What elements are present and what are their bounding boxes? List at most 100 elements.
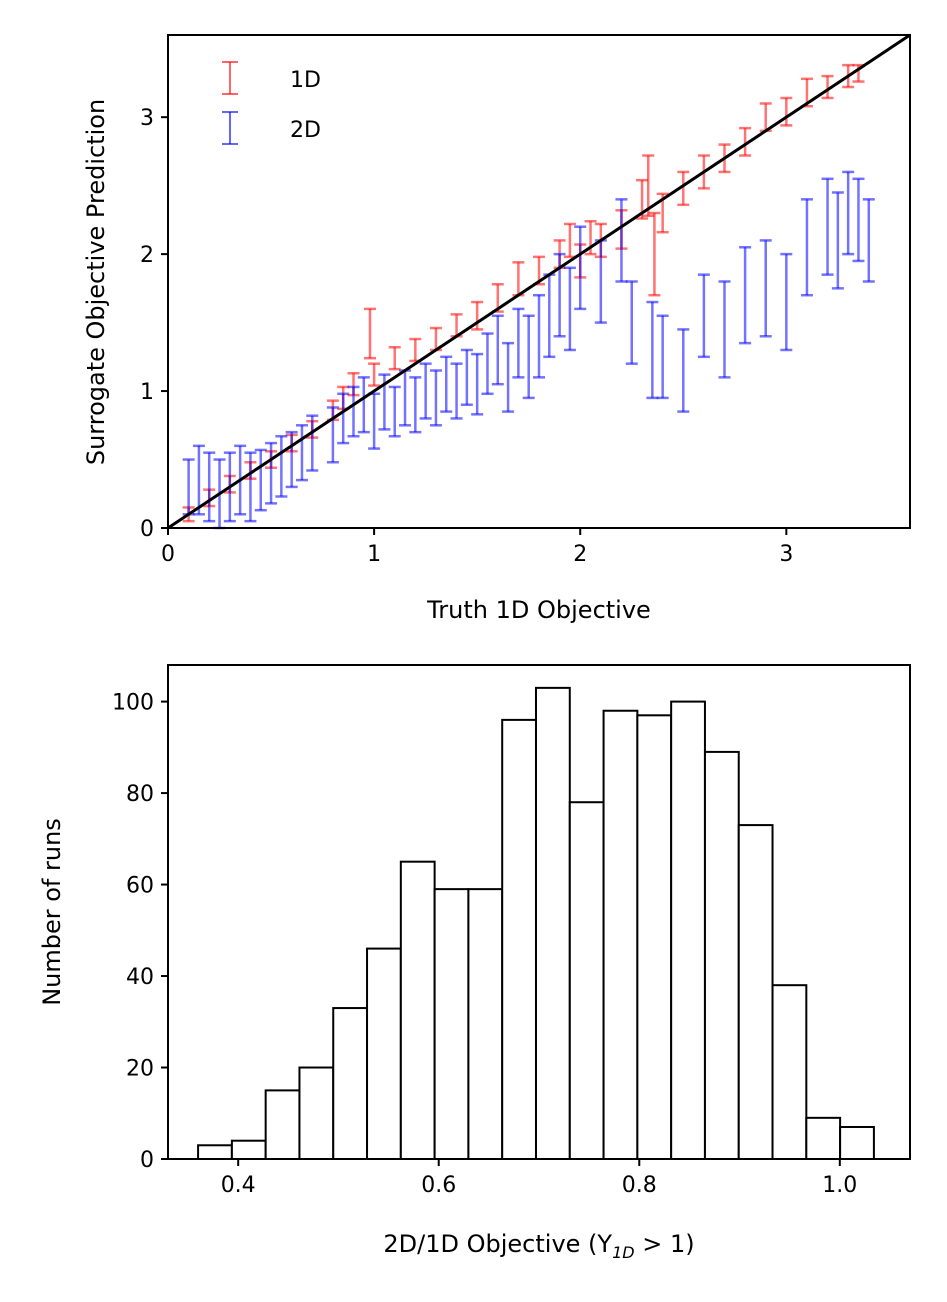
bottom-x-tick-label: 1.0 [822, 1173, 857, 1198]
histogram-bar-8 [467, 888, 504, 1160]
top-x-tick-label: 3 [779, 542, 793, 567]
error-bar-2d-46 [739, 246, 752, 345]
error-bar-2d-16 [357, 376, 370, 434]
error-bar-2d-41 [646, 300, 659, 400]
error-bar-1d-27 [642, 154, 655, 218]
top-y-tick-label: 2 [140, 243, 154, 268]
error-bar-2d-30 [502, 341, 515, 413]
error-bar-2d-45 [718, 280, 731, 379]
error-bar-2d-31 [512, 307, 525, 379]
histogram-bar-15 [703, 750, 740, 1160]
error-bar-2d-11 [295, 424, 308, 482]
bottom-y-ticks: 0 20 40 60 80 100 [112, 691, 168, 1173]
bottom-y-tick-label: 0 [140, 1148, 154, 1173]
error-bar-2d-29 [491, 314, 504, 386]
error-bar-2d-37 [574, 225, 587, 311]
error-bar-2d-52 [842, 170, 855, 256]
top-error-bars [182, 63, 875, 530]
top-x-tick-label: 1 [367, 542, 381, 567]
histogram-bar-3 [298, 1066, 335, 1161]
top-x-tick-label: 0 [161, 542, 175, 567]
error-bar-2d-1 [192, 444, 205, 516]
error-bar-2d-26 [460, 348, 473, 406]
error-bar-2d-47 [759, 239, 772, 338]
error-bar-2d-23 [429, 369, 442, 427]
error-bar-2d-50 [821, 177, 834, 276]
error-bar-2d-9 [275, 434, 288, 498]
error-bar-2d-39 [615, 198, 628, 283]
error-bar-2d-21 [409, 376, 422, 434]
error-bar-2d-44 [697, 273, 710, 359]
error-bar-2d-20 [399, 369, 412, 427]
error-bar-2d-27 [471, 352, 484, 416]
error-bar-2d-38 [594, 239, 607, 324]
error-bar-2d-12 [306, 414, 319, 472]
error-bar-1d-35 [780, 96, 793, 127]
histogram-bars [197, 686, 875, 1161]
error-bar-2d-25 [450, 362, 463, 420]
histogram-bar-13 [636, 714, 673, 1160]
histogram-bar-16 [737, 824, 774, 1160]
error-bar-2d-0 [182, 458, 195, 516]
bottom-histogram-chart: 0.4 0.6 0.8 1.0 0 20 40 60 80 100 2D/1D Objectiv… [38, 664, 911, 1262]
legend-marker-1d [222, 61, 238, 95]
error-bar-2d-24 [440, 355, 453, 413]
bottom-plot-frame [167, 664, 911, 1160]
top-y-tick-label: 1 [140, 380, 154, 405]
error-bar-2d-48 [780, 252, 793, 352]
histogram-bar-9 [501, 718, 537, 1161]
error-bar-1d-13 [409, 337, 422, 363]
histogram-bar-18 [805, 1116, 842, 1161]
error-bar-2d-14 [337, 392, 350, 445]
error-bar-1d-28 [648, 211, 661, 297]
top-x-tick-label: 2 [573, 542, 587, 567]
bottom-x-tick-label: 0.6 [421, 1173, 456, 1198]
legend: 1D 2D [222, 61, 321, 145]
bottom-x-axis-label-main: 2D/1D Objective (Y [383, 1230, 612, 1258]
error-bar-1d-11 [368, 362, 381, 387]
error-bar-1d-21 [563, 222, 576, 259]
legend-label-2d: 2D [290, 118, 321, 143]
error-bar-2d-8 [265, 441, 278, 505]
histogram-bar-10 [534, 686, 571, 1160]
histogram-bar-1 [230, 1139, 267, 1161]
error-bar-2d-2 [203, 451, 216, 523]
histogram-bar-19 [839, 1125, 875, 1160]
error-bar-2d-22 [419, 362, 432, 420]
histogram-bar-5 [366, 947, 402, 1160]
error-bar-2d-42 [656, 314, 669, 400]
error-bar-1d-30 [677, 170, 690, 207]
histogram-bar-2 [264, 1089, 301, 1161]
error-bar-2d-53 [852, 177, 865, 263]
error-bar-2d-51 [831, 191, 844, 290]
error-bar-2d-36 [563, 266, 576, 352]
histogram-bar-7 [433, 888, 470, 1160]
top-scatter-chart: 0 1 2 3 0 1 2 3 Truth 1D Objective Surrogate O… [82, 33, 911, 624]
identity-line [167, 33, 911, 530]
top-y-ticks: 0 1 2 3 [140, 106, 168, 542]
histogram-bar-11 [568, 801, 605, 1160]
error-bar-2d-49 [800, 198, 813, 297]
error-bar-2d-17 [368, 392, 381, 450]
histogram-bar-14 [670, 700, 706, 1160]
top-y-axis-label: Surrogate Objective Prediction [82, 99, 110, 465]
error-bar-2d-10 [285, 430, 298, 489]
error-bar-2d-6 [244, 451, 257, 523]
error-bar-2d-7 [254, 448, 267, 512]
error-bar-1d-33 [739, 126, 752, 157]
bottom-y-tick-label: 40 [126, 965, 154, 990]
histogram-bar-6 [399, 860, 436, 1160]
error-bar-1d-16 [471, 300, 484, 331]
bottom-y-axis-label: Number of runs [38, 818, 66, 1006]
bottom-y-tick-label: 80 [126, 782, 154, 807]
error-bar-2d-28 [481, 332, 494, 396]
bottom-x-ticks: 0.4 0.6 0.8 1.0 [221, 1159, 857, 1198]
top-y-tick-label: 3 [140, 106, 154, 131]
error-bar-2d-19 [388, 385, 401, 438]
histogram-bar-0 [197, 1144, 233, 1161]
top-x-axis-label: Truth 1D Objective [426, 596, 651, 624]
bottom-x-tick-label: 0.4 [221, 1173, 256, 1198]
error-bar-2d-32 [522, 314, 535, 400]
error-bar-1d-18 [512, 261, 525, 297]
